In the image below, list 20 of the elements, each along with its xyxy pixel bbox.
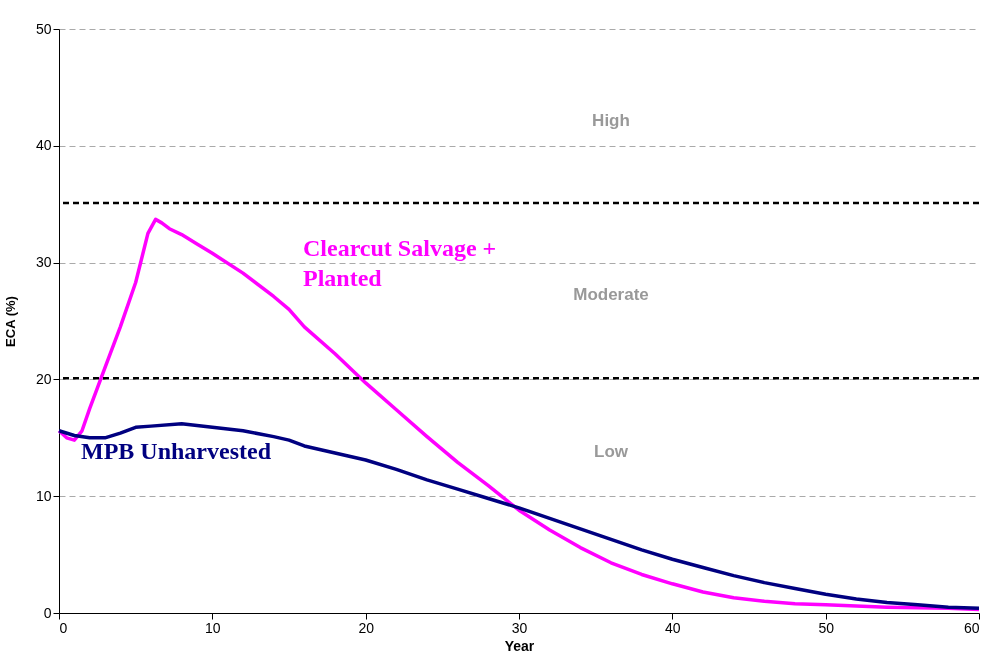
y-tick-label: 10 bbox=[35, 487, 52, 504]
x-axis-title: Year bbox=[504, 637, 535, 654]
annotation: High bbox=[592, 111, 630, 131]
annotation: Low bbox=[594, 442, 629, 462]
series-label: Clearcut Salvage + Planted bbox=[303, 235, 497, 292]
y-tick-label: 20 bbox=[35, 370, 52, 387]
x-tick-label: 30 bbox=[511, 619, 528, 636]
y-tick-label: 0 bbox=[43, 604, 52, 621]
x-tick-label: 0 bbox=[59, 619, 68, 636]
x-tick-label: 40 bbox=[665, 619, 681, 636]
x-tick-label: 50 bbox=[818, 619, 835, 636]
x-tick-label: 10 bbox=[205, 619, 221, 636]
annotation: Moderate bbox=[573, 284, 649, 304]
x-tick-label: 60 bbox=[963, 619, 980, 636]
y-tick-label: 40 bbox=[35, 137, 52, 154]
y-tick-label: 30 bbox=[35, 254, 52, 271]
y-tick-label: 50 bbox=[35, 20, 52, 37]
series-label: MPB Unharvested bbox=[81, 438, 272, 465]
y-axis-title: ECA (%) bbox=[2, 296, 18, 347]
x-tick-label: 20 bbox=[358, 619, 375, 636]
